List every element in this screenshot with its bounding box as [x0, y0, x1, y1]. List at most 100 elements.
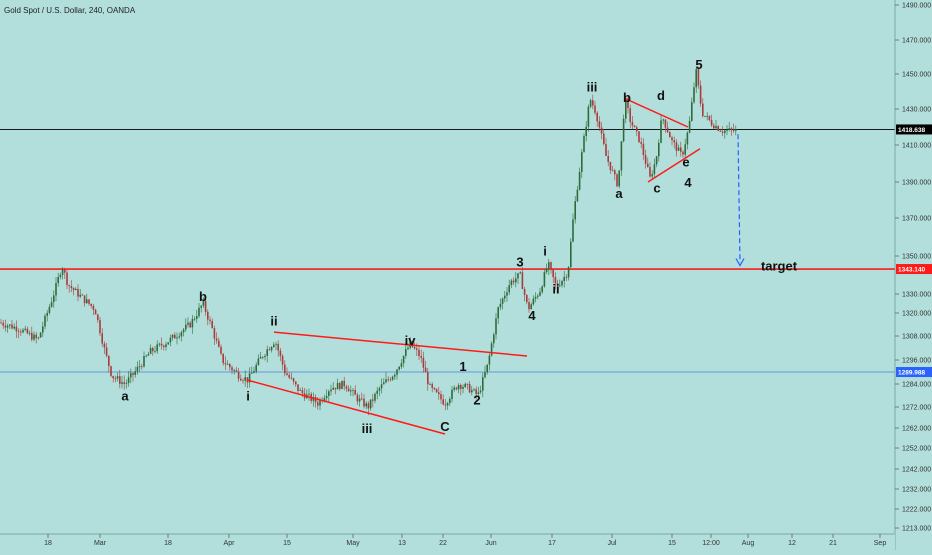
candle-body — [620, 141, 623, 171]
candle-body — [46, 312, 48, 316]
candle-body — [501, 298, 504, 304]
candle-body — [405, 349, 407, 356]
candle-body — [416, 348, 418, 350]
candle-body — [196, 316, 198, 319]
trendline — [246, 379, 446, 435]
candle-body — [66, 272, 68, 286]
time-axis-ticks: 18 Mar 18 Apr 15 May 13 22 Jun 17 Jul 15 12:00 Aug 12 2… — [44, 534, 886, 547]
candle-body — [418, 349, 420, 356]
candle-body — [713, 125, 715, 129]
candle-body — [440, 394, 442, 400]
wave-label: ii — [270, 314, 277, 329]
candle-body — [717, 126, 719, 131]
candle-body — [504, 295, 506, 299]
candle-body — [108, 355, 110, 367]
candle-body — [77, 288, 79, 297]
candle-body — [627, 98, 629, 109]
candle-body — [484, 372, 486, 378]
y-tick-label: 1262.000 — [902, 426, 931, 433]
candle-body — [517, 273, 519, 279]
x-tick-label: 13 — [398, 540, 406, 547]
candle-body — [519, 272, 521, 274]
candle-body — [279, 350, 282, 356]
wave-label: 4 — [684, 175, 692, 190]
trendline — [624, 97, 689, 128]
candle-body — [193, 318, 196, 320]
candle-body — [680, 147, 682, 152]
candle-body — [123, 382, 125, 384]
projection-line — [737, 134, 741, 263]
candle-body — [347, 388, 350, 392]
candle-body — [396, 369, 398, 375]
candle-body — [94, 309, 97, 315]
candle-body — [605, 144, 607, 157]
candle-body — [156, 344, 158, 352]
candle-body — [649, 167, 651, 177]
candle-body — [398, 366, 400, 370]
candle-body — [541, 286, 543, 293]
candle-body — [704, 115, 706, 117]
candle-body — [367, 403, 370, 409]
price-marker-label: 1343.140 — [898, 267, 925, 274]
y-tick-label: 1350.000 — [902, 254, 931, 261]
candle-body — [455, 387, 458, 390]
candle-body — [691, 102, 693, 121]
candle-body — [666, 127, 669, 133]
candle-body — [611, 170, 614, 171]
candle-body — [57, 277, 59, 284]
candle-body — [134, 371, 136, 375]
candle-body — [574, 201, 576, 220]
candle-body — [229, 364, 231, 368]
candle-body — [644, 154, 647, 164]
candle-body — [127, 377, 130, 383]
x-tick-label: 22 — [439, 540, 447, 547]
candle-body — [160, 343, 163, 346]
candle-body — [380, 384, 383, 389]
candle-body — [660, 120, 662, 143]
candle-body — [616, 174, 618, 187]
candle-body — [59, 274, 62, 278]
candle-body — [277, 343, 279, 351]
candle-body — [55, 283, 57, 296]
candle-body — [647, 163, 649, 168]
wave-label: 4 — [528, 308, 536, 323]
candle-body — [462, 387, 464, 389]
candle-body — [116, 376, 119, 379]
time-axis[interactable] — [0, 534, 895, 550]
candle-body — [383, 382, 385, 385]
y-tick-label: 1213.000 — [902, 526, 931, 533]
candle-body — [552, 268, 554, 278]
x-tick-label: 15 — [283, 540, 291, 547]
wave-label: 1 — [459, 359, 466, 374]
candle-body — [735, 129, 737, 131]
candle-body — [433, 387, 436, 390]
candle-body — [424, 367, 427, 373]
candle-body — [299, 390, 301, 391]
projection-arrow — [735, 134, 745, 267]
price-axis[interactable] — [895, 0, 932, 550]
candle-body — [671, 137, 673, 141]
candle-body — [592, 100, 594, 106]
candle-body — [721, 131, 724, 133]
x-tick-label: 18 — [44, 540, 52, 547]
candle-body — [132, 373, 134, 375]
candle-body — [158, 343, 161, 345]
candle-body — [427, 372, 429, 385]
candle-body — [79, 294, 81, 297]
candle-body — [341, 380, 343, 390]
candle-body — [442, 399, 444, 405]
trendline — [647, 148, 701, 183]
candle-body — [561, 281, 563, 286]
candle-body — [724, 130, 726, 133]
candle-body — [471, 390, 473, 393]
trendline — [273, 331, 528, 357]
candle-body — [53, 295, 55, 303]
candle-body — [728, 128, 730, 130]
candle-body — [607, 156, 609, 162]
candle-body — [365, 403, 367, 407]
candle-body — [444, 404, 447, 406]
price-marker — [896, 264, 932, 275]
candle-body — [20, 331, 22, 333]
